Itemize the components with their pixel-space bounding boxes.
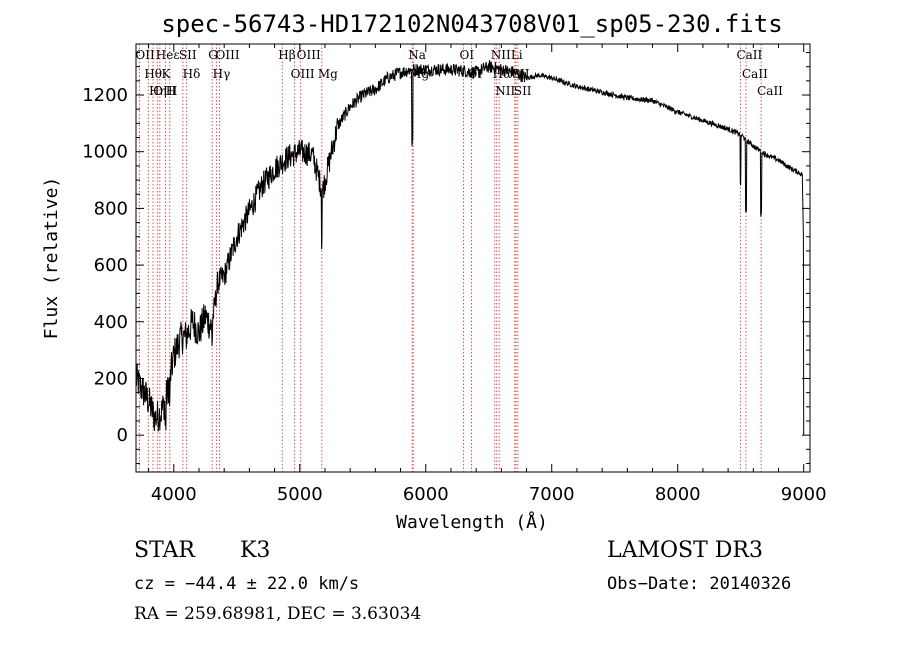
- emission-line-label: G: [208, 48, 218, 62]
- y-tick-label: 600: [94, 255, 128, 276]
- x-tick-label: 5000: [277, 484, 323, 505]
- emission-line-label: SII: [179, 48, 197, 62]
- emission-line-label: Heε: [156, 48, 180, 62]
- survey-name: LAMOST DR3: [607, 538, 763, 563]
- y-tick-label: 0: [117, 425, 128, 446]
- emission-line-label: Mg: [318, 67, 338, 81]
- x-tick-label: 4000: [151, 484, 197, 505]
- y-tick-label: 200: [94, 368, 128, 389]
- emission-line-label: H: [166, 84, 176, 98]
- emission-line-label: OIII: [216, 48, 240, 62]
- redshift-value: cz = −44.4 ± 22.0 km/s: [134, 574, 360, 594]
- y-axis-ticks: 0 200 400 600 800 1000 1200: [82, 52, 810, 464]
- emission-line-label: OIII: [291, 67, 315, 81]
- emission-line-label: Hβ: [278, 48, 295, 62]
- emission-line-label: CaII: [742, 67, 768, 81]
- emission-line-label: CaII: [736, 48, 762, 62]
- emission-line-label: Hθ: [144, 67, 162, 81]
- observation-date: Obs−Date: 20140326: [607, 574, 792, 594]
- y-tick-label: 400: [94, 312, 128, 333]
- emission-line-markers: [138, 44, 762, 472]
- y-axis-label: Flux (relative): [41, 177, 62, 340]
- x-tick-label: 8000: [655, 484, 701, 505]
- emission-line-label: NII: [495, 84, 515, 98]
- emission-line-label: Hδ: [183, 67, 201, 81]
- emission-line-label: CaII: [757, 84, 783, 98]
- emission-line-label: OIII: [153, 84, 177, 98]
- emission-line-label: Hγ: [213, 67, 231, 81]
- emission-line-label: Na: [408, 48, 426, 62]
- x-axis-ticks: 4000 5000 6000 7000 8000 9000: [148, 44, 827, 505]
- y-tick-label: 1200: [82, 85, 128, 106]
- y-tick-label: 1000: [82, 142, 128, 163]
- emission-line-label: SII: [514, 84, 532, 98]
- emission-line-label: OIII: [297, 48, 321, 62]
- emission-line-label: OI: [460, 48, 475, 62]
- emission-line-label: Hη: [149, 84, 167, 98]
- object-subclass: K3: [240, 538, 271, 563]
- x-tick-label: 7000: [529, 484, 575, 505]
- y-tick-label: 800: [94, 198, 128, 219]
- plot-frame: [135, 43, 811, 473]
- x-axis-label: Wavelength (Å): [396, 511, 548, 533]
- object-type: STAR: [134, 538, 195, 563]
- emission-line-label: OII: [135, 48, 155, 62]
- coordinates: RA = 259.68981, DEC = 3.63034: [134, 604, 422, 624]
- chart-title: spec-56743-HD172102N043708V01_sp05-230.f…: [161, 10, 782, 38]
- spectrum-line: [135, 59, 805, 436]
- emission-line-label: Li: [511, 48, 523, 62]
- emission-line-label: NII: [491, 48, 511, 62]
- x-tick-label: 9000: [781, 484, 827, 505]
- emission-line-label: K: [161, 67, 171, 81]
- x-tick-label: 6000: [403, 484, 449, 505]
